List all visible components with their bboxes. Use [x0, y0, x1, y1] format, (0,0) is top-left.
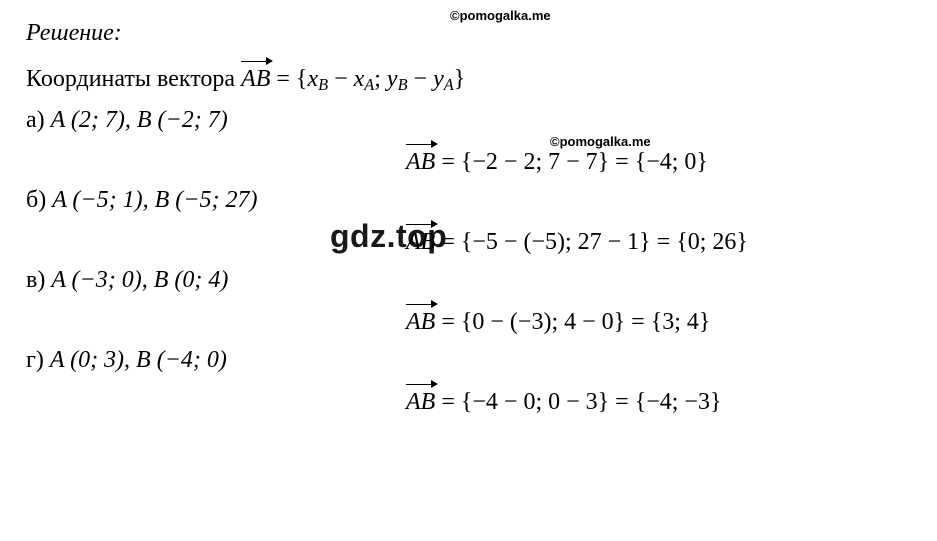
vector-label: AB: [406, 389, 435, 415]
part-v-eq-text: = {0 − (−3); 4 − 0} = {3; 4}: [435, 309, 710, 335]
minus-1: −: [328, 66, 354, 92]
ya-var: y: [433, 66, 444, 92]
part-b-label: б): [26, 187, 52, 213]
formula-close: }: [454, 66, 466, 92]
minus-2: −: [408, 66, 434, 92]
intro-text: Координаты вектора: [26, 66, 241, 92]
part-b-equation: AB = {−5 − (−5); 27 − 1} = {0; 26}: [26, 225, 911, 257]
yb-sub: B: [398, 75, 408, 94]
part-g-eq-text: = {−4 − 0; 0 − 3} = {−4; −3}: [435, 389, 721, 415]
vector-ab-icon: AB: [406, 225, 435, 257]
vector-label: AB: [406, 149, 435, 175]
part-v-points: в) A (−3; 0), B (0; 4): [26, 265, 911, 295]
xb-var: x: [307, 66, 318, 92]
sep-1: ;: [374, 66, 387, 92]
part-b-points: б) A (−5; 1), B (−5; 27): [26, 185, 911, 215]
part-a-eq-text: = {−2 − 2; 7 − 7} = {−4; 0}: [435, 149, 708, 175]
part-a-label: а): [26, 107, 51, 133]
yb-var: y: [387, 66, 398, 92]
part-b-points-text: A (−5; 1), B (−5; 27): [52, 187, 257, 213]
part-g-points-text: A (0; 3), B (−4; 0): [50, 347, 227, 373]
part-g-points: г) A (0; 3), B (−4; 0): [26, 345, 911, 375]
part-b-eq-text: = {−5 − (−5); 27 − 1} = {0; 26}: [435, 229, 748, 255]
part-g-equation: AB = {−4 − 0; 0 − 3} = {−4; −3}: [26, 385, 911, 417]
vector-ab-icon: AB: [406, 305, 435, 337]
vector-label: AB: [406, 309, 435, 335]
solution-body: Решение: Координаты вектора AB = {xB − x…: [0, 0, 937, 435]
solution-title: Решение:: [26, 18, 911, 48]
xb-sub: B: [318, 75, 328, 94]
vector-label: AB: [406, 229, 435, 255]
part-a-points-text: A (2; 7), B (−2; 7): [51, 107, 228, 133]
part-a-equation: AB = {−2 − 2; 7 − 7} = {−4; 0}: [26, 145, 911, 177]
formula-open: = {: [270, 66, 307, 92]
part-a-points: а) A (2; 7), B (−2; 7): [26, 105, 911, 135]
part-v-equation: AB = {0 − (−3); 4 − 0} = {3; 4}: [26, 305, 911, 337]
xa-var: x: [354, 66, 365, 92]
part-v-points-text: A (−3; 0), B (0; 4): [51, 267, 228, 293]
intro-line: Координаты вектора AB = {xB − xA; yB − y…: [26, 62, 911, 95]
vector-ab-icon: AB: [241, 62, 270, 94]
ya-sub: A: [444, 75, 454, 94]
vector-ab-icon: AB: [406, 385, 435, 417]
xa-sub: A: [364, 75, 374, 94]
part-g-label: г): [26, 347, 50, 373]
vector-ab-icon: AB: [406, 145, 435, 177]
vector-label: AB: [241, 66, 270, 92]
part-v-label: в): [26, 267, 51, 293]
